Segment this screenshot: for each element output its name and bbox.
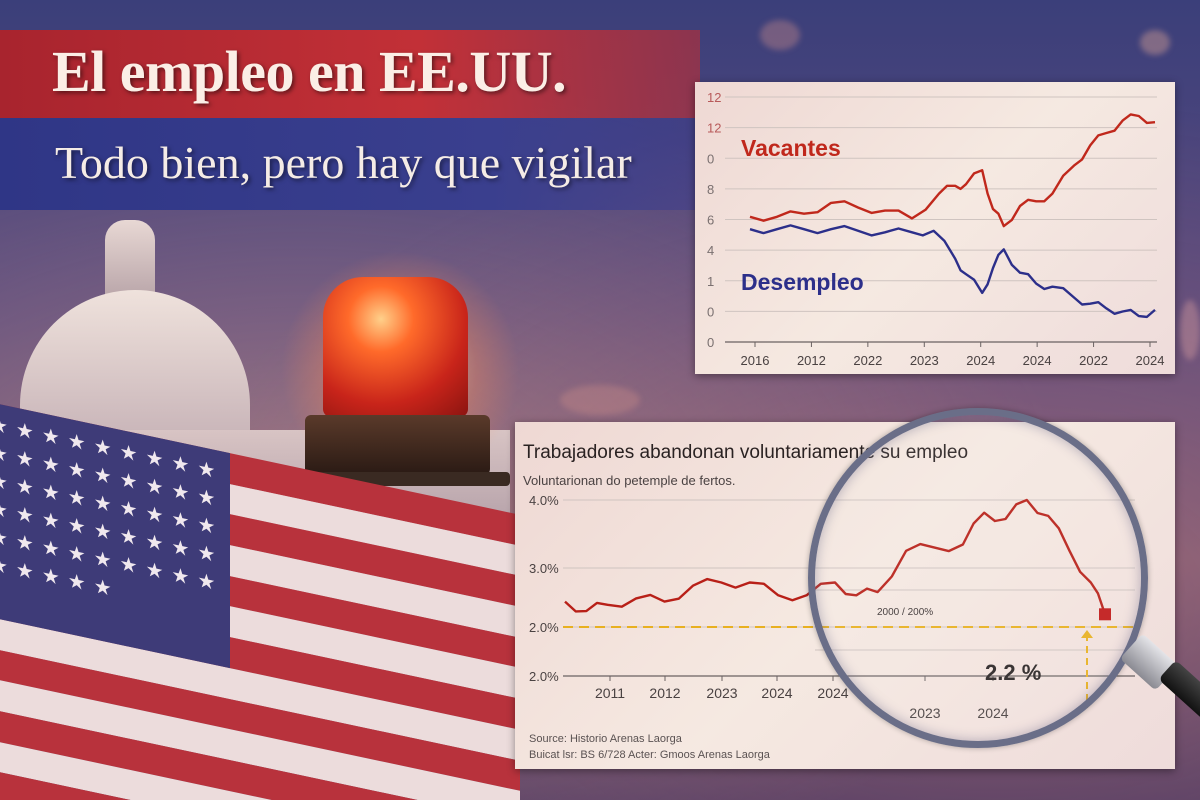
y-tick-label: 0 bbox=[707, 304, 714, 319]
magnifying-glass-icon bbox=[808, 408, 1148, 748]
y-tick-label: 1 bbox=[707, 274, 714, 289]
x-tick-label: 2016 bbox=[741, 353, 770, 368]
title-band bbox=[0, 30, 700, 118]
x-tick-label: 2012 bbox=[649, 685, 680, 701]
label-desempleo: Desempleo bbox=[741, 269, 864, 295]
bokeh-light bbox=[1140, 30, 1170, 55]
chart-subtitle: Voluntarionan do petemple de fertos. bbox=[523, 473, 736, 488]
bokeh-light bbox=[1180, 300, 1200, 360]
x-tick-label: 2023 bbox=[910, 353, 939, 368]
x-tick-label: 2023 bbox=[706, 685, 737, 701]
x-tick-label: 2022 bbox=[853, 353, 882, 368]
y-tick-label: 0 bbox=[707, 151, 714, 166]
x-tick-label: 2022 bbox=[1079, 353, 1108, 368]
siren-base bbox=[305, 415, 490, 475]
y-tick-label: 12 bbox=[707, 90, 721, 105]
bokeh-light bbox=[760, 20, 800, 50]
x-tick-label: 2024 bbox=[817, 685, 848, 701]
series-line-desempleo bbox=[749, 224, 1156, 319]
y-tick-label: 4 bbox=[707, 243, 714, 258]
y-tick-label: 4.0% bbox=[529, 493, 559, 508]
siren-light-icon bbox=[323, 277, 468, 417]
subtitle-band bbox=[0, 118, 700, 210]
y-tick-label: 3.0% bbox=[529, 561, 559, 576]
chart-top-svg: 12 12 0 8 6 4 1 0 0 2016 2012 2022 2023 2024 2024 2022 2… bbox=[707, 90, 1165, 368]
x-tick-label: 2024 bbox=[966, 353, 995, 368]
label-vacantes: Vacantes bbox=[741, 135, 841, 161]
x-tick-label: 2024 bbox=[1023, 353, 1052, 368]
x-tick-label: 2024 bbox=[761, 685, 792, 701]
page-subtitle: Todo bien, pero hay que vigilar bbox=[55, 137, 632, 188]
y-tick-label: 12 bbox=[707, 121, 721, 136]
bokeh-light bbox=[560, 385, 640, 415]
source-text: Source: Historio Arenas Laorga bbox=[529, 733, 682, 745]
x-tick-label: 2011 bbox=[595, 685, 625, 701]
series-line-vacantes bbox=[749, 113, 1156, 228]
x-tick-label: 2024 bbox=[1136, 353, 1165, 368]
vacantes-desempleo-chart: 12 12 0 8 6 4 1 0 0 2016 2012 2022 2023 2024 2024 2022 2… bbox=[695, 82, 1175, 374]
y-tick-label: 2.0% bbox=[529, 669, 559, 684]
x-tick-label: 2012 bbox=[797, 353, 826, 368]
y-tick-label: 2.0% bbox=[529, 620, 559, 635]
page-title: El empleo en EE.UU. bbox=[52, 39, 567, 104]
source-note: Buicat lsr: BS 6/728 Acter: Gmoos Arenas… bbox=[529, 749, 770, 761]
illustration: ★★★★★★★★★★★★★★★★★★★★★★★★★★★★★★★★★★★★★★★★… bbox=[0, 210, 520, 800]
y-tick-label: 0 bbox=[707, 335, 714, 350]
capitol-lantern bbox=[105, 220, 155, 300]
y-tick-label: 6 bbox=[707, 213, 714, 228]
y-tick-label: 8 bbox=[707, 182, 714, 197]
